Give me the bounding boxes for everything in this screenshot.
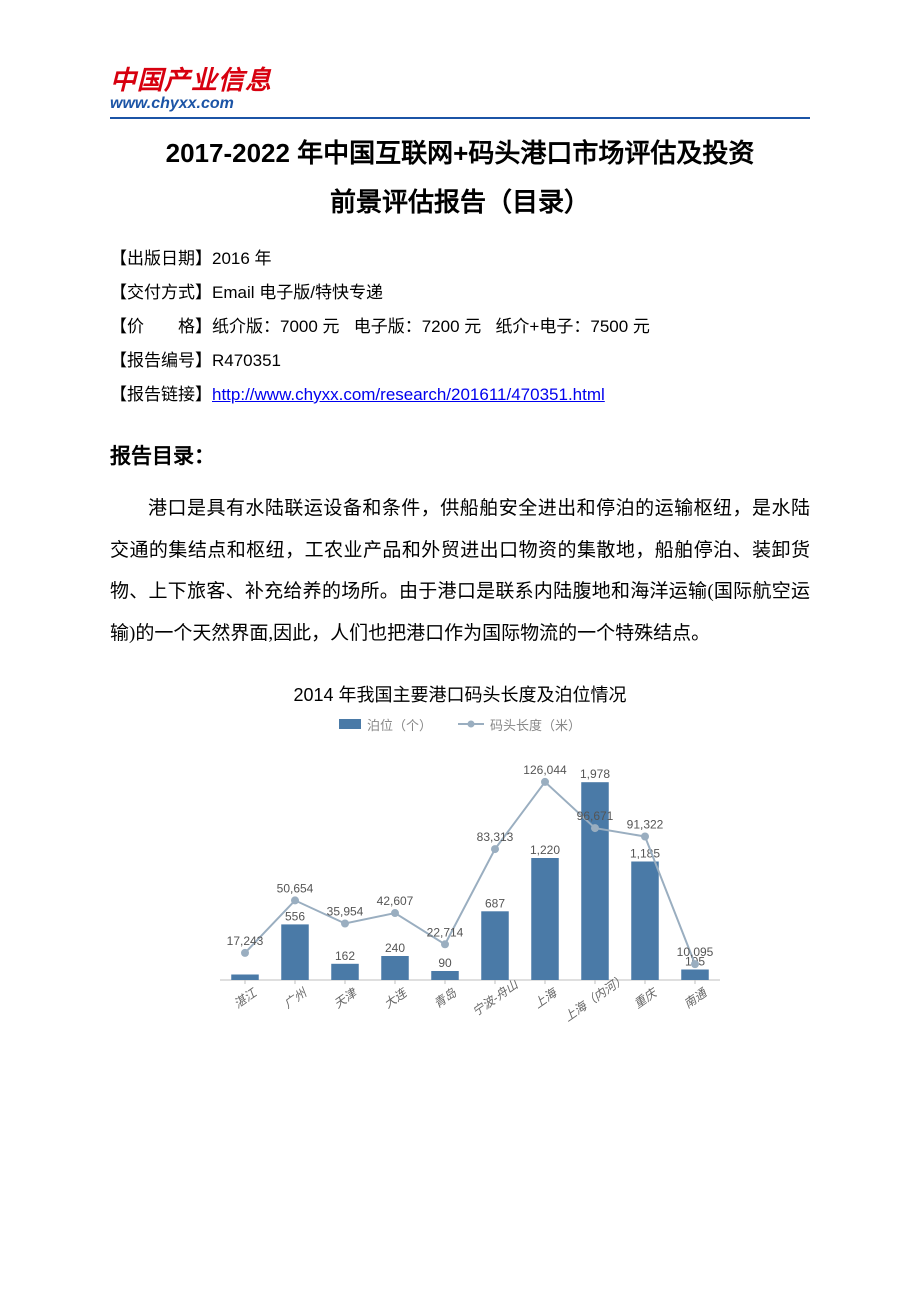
svg-text:南通: 南通 <box>681 985 710 1011</box>
port-chart: 湛江556广州162天津240大连90青岛687宁波-舟山1,220上海1,97… <box>180 740 740 1040</box>
svg-text:42,607: 42,607 <box>377 894 414 908</box>
svg-text:22,714: 22,714 <box>427 925 464 939</box>
meta-value: R470351 <box>212 351 281 370</box>
meta-price-elec: 电子版：7200 元 <box>354 317 482 336</box>
meta-link: 【报告链接】http://www.chyxx.com/research/2016… <box>110 378 810 412</box>
svg-text:96,671: 96,671 <box>577 809 614 823</box>
report-link[interactable]: http://www.chyxx.com/research/201611/470… <box>212 385 605 404</box>
svg-text:50,654: 50,654 <box>277 881 314 895</box>
chart-legend: 泊位（个） 码头长度（米） <box>110 715 810 734</box>
svg-text:大连: 大连 <box>381 985 410 1011</box>
svg-text:687: 687 <box>485 896 505 910</box>
legend-line-swatch <box>458 723 484 725</box>
legend-line: 码头长度（米） <box>458 715 581 734</box>
svg-text:1,220: 1,220 <box>530 843 560 857</box>
toc-heading: 报告目录： <box>110 440 810 470</box>
svg-text:17,243: 17,243 <box>227 934 264 948</box>
svg-text:重庆: 重庆 <box>631 985 660 1011</box>
intro-paragraph: 港口是具有水陆联运设备和条件，供船舶安全进出和停泊的运输枢纽，是水陆交通的集结点… <box>110 488 810 655</box>
meta-label: 【价 格】 <box>110 317 212 336</box>
svg-text:35,954: 35,954 <box>327 904 364 918</box>
legend-bar: 泊位（个） <box>339 715 432 734</box>
svg-text:91,322: 91,322 <box>627 817 664 831</box>
svg-text:240: 240 <box>385 941 405 955</box>
svg-text:162: 162 <box>335 949 355 963</box>
brand-logo-url: www.chyxx.com <box>110 95 810 113</box>
meta-code: 【报告编号】R470351 <box>110 344 810 378</box>
meta-price-both: 纸介+电子：7500 元 <box>495 317 649 336</box>
meta-delivery: 【交付方式】Email 电子版/特快专递 <box>110 276 810 310</box>
meta-value: Email 电子版/特快专递 <box>212 283 383 302</box>
chart-title: 2014 年我国主要港口码头长度及泊位情况 <box>110 681 810 707</box>
svg-text:青岛: 青岛 <box>431 985 460 1011</box>
meta-label: 【报告链接】 <box>110 385 212 404</box>
header-divider <box>110 117 810 119</box>
svg-text:广州: 广州 <box>281 985 310 1011</box>
meta-label: 【报告编号】 <box>110 351 212 370</box>
brand-logo: 中国产业信息 www.chyxx.com <box>110 60 810 113</box>
legend-bar-label: 泊位（个） <box>367 715 432 734</box>
meta-value: 2016 年 <box>212 249 272 268</box>
meta-pub-date: 【出版日期】2016 年 <box>110 242 810 276</box>
meta-price-paper: 纸介版：7000 元 <box>212 317 340 336</box>
report-title-line2: 前景评估报告（目录） <box>330 187 590 217</box>
svg-text:90: 90 <box>438 956 452 970</box>
svg-text:上海: 上海 <box>531 985 560 1011</box>
brand-logo-cn: 中国产业信息 <box>110 60 810 97</box>
meta-label: 【出版日期】 <box>110 249 212 268</box>
report-metadata: 【出版日期】2016 年 【交付方式】Email 电子版/特快专递 【价 格】纸… <box>110 242 810 412</box>
svg-text:1,978: 1,978 <box>580 767 610 781</box>
svg-text:天津: 天津 <box>331 985 360 1011</box>
svg-text:10,095: 10,095 <box>677 945 714 959</box>
report-title: 2017-2022 年中国互联网+码头港口市场评估及投资 前景评估报告（目录） <box>110 129 810 228</box>
meta-price: 【价 格】纸介版：7000 元 电子版：7200 元 纸介+电子：7500 元 <box>110 310 810 344</box>
report-title-line1: 2017-2022 年中国互联网+码头港口市场评估及投资 <box>166 138 755 168</box>
svg-text:83,313: 83,313 <box>477 830 514 844</box>
legend-line-label: 码头长度（米） <box>490 715 581 734</box>
svg-text:1,185: 1,185 <box>630 846 660 860</box>
svg-text:556: 556 <box>285 909 305 923</box>
meta-label: 【交付方式】 <box>110 283 212 302</box>
svg-text:126,044: 126,044 <box>523 763 567 777</box>
legend-bar-swatch <box>339 719 361 729</box>
svg-text:湛江: 湛江 <box>231 985 260 1011</box>
